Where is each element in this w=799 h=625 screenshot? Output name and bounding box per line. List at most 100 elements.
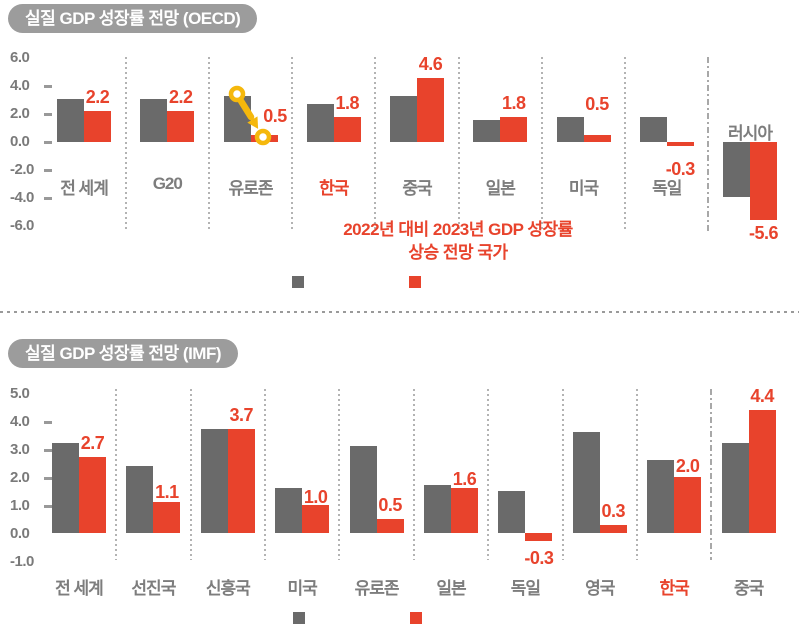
category-label: 독일 [652, 179, 682, 198]
imf-title-badge: 실질 GDP 성장률 전망 (IMF) [8, 339, 238, 368]
value-label: 1.8 [335, 92, 360, 113]
y-tick-label: 1.0 [10, 497, 30, 514]
category-label: 선진국 [131, 579, 176, 598]
column-divider [374, 57, 377, 231]
column-divider [412, 389, 415, 560]
red-bar [167, 111, 195, 142]
y-tick-label: 0.0 [10, 133, 30, 150]
column-divider [264, 389, 266, 560]
gray-bar [473, 119, 501, 142]
y-tick-label: -6.0 [10, 217, 34, 234]
column-divider [540, 57, 543, 231]
value-label: -0.3 [524, 548, 554, 569]
y-tick-dash [44, 85, 52, 88]
column-divider [291, 57, 294, 231]
column-divider [338, 389, 341, 560]
y-tick-dash [44, 421, 52, 424]
value-label: 2.0 [675, 456, 700, 476]
value-label: 0.5 [378, 495, 402, 515]
column-divider [115, 389, 118, 560]
value-label: 0.5 [263, 106, 287, 126]
value-label: 2.2 [169, 87, 193, 108]
column-divider [636, 389, 638, 560]
red-bar [599, 524, 627, 533]
category-label: 일본 [436, 579, 466, 598]
value-label: 3.7 [229, 405, 254, 426]
red-bar [153, 502, 181, 533]
y-tick-label: 4.0 [10, 77, 30, 94]
column-divider [457, 57, 460, 231]
value-label: -5.6 [749, 223, 779, 244]
column-divider [561, 389, 564, 560]
category-label: G20 [152, 174, 183, 193]
category-label: 한국 [659, 579, 690, 598]
y-tick-label: 2.0 [10, 105, 30, 122]
gray-bar [140, 98, 168, 142]
column-divider [624, 57, 627, 231]
gray-bar [647, 460, 675, 533]
red-bar [748, 409, 776, 533]
gray-bar [556, 116, 584, 142]
value-label: 0.5 [585, 94, 609, 114]
value-label: -0.3 [665, 159, 696, 180]
section-separator [0, 311, 799, 313]
category-label: 영국 [585, 579, 615, 598]
gray-bar [126, 465, 154, 533]
red-bar [302, 505, 330, 533]
category-label: 신흥국 [205, 579, 251, 598]
annotation-line: 2022년 대비 2023년 GDP 성장률 [343, 220, 573, 239]
gray-bar [723, 142, 751, 197]
red-bar [227, 429, 255, 533]
category-label: 전 세계 [60, 179, 109, 198]
column-divider [487, 389, 490, 560]
gray-bar [390, 95, 418, 142]
y-tick-dash [44, 113, 52, 116]
category-label: 한국 [319, 179, 349, 198]
category-label: 미국 [287, 579, 318, 598]
gray-bar [349, 446, 377, 533]
column-divider [707, 57, 710, 231]
y-tick-label: -2.0 [10, 161, 34, 178]
red-bar [376, 519, 404, 533]
y-tick-dash [44, 477, 52, 480]
legend-swatch-red [409, 276, 421, 288]
red-bar [84, 111, 112, 142]
column-divider [207, 57, 210, 231]
y-tick-label: -4.0 [10, 189, 34, 206]
y-tick-label: 5.0 [10, 385, 30, 402]
y-tick-label: 2.0 [10, 469, 30, 486]
gray-bar [424, 485, 451, 533]
column-divider [710, 389, 713, 560]
y-tick-dash [44, 505, 52, 508]
red-bar [674, 477, 702, 533]
column-divider [124, 57, 127, 231]
red-bar [525, 533, 553, 542]
y-tick-label: 6.0 [10, 49, 30, 66]
decline-arrow-icon [228, 85, 272, 146]
category-label: 중국 [733, 579, 764, 598]
red-bar [750, 142, 778, 221]
value-label: 1.8 [502, 92, 526, 113]
gray-bar [498, 491, 526, 533]
gray-bar [572, 432, 600, 533]
value-label: 1.0 [303, 487, 328, 507]
category-label: 독일 [510, 579, 541, 598]
oecd-title-badge: 실질 GDP 성장률 전망 (OECD) [8, 4, 258, 33]
red-bar [417, 77, 445, 142]
red-bar [500, 116, 528, 142]
gray-bar [275, 488, 303, 533]
gray-bar [52, 443, 79, 533]
red-bar [666, 142, 694, 147]
annotation-line: 상승 전망 국가 [408, 243, 508, 262]
y-tick-dash [44, 169, 52, 172]
value-label: 4.4 [750, 385, 774, 406]
y-tick-label: 3.0 [10, 441, 30, 458]
category-label: 전 세계 [55, 579, 104, 598]
y-tick-label: 0.0 [10, 525, 30, 542]
category-label: 러시아 [728, 124, 773, 143]
y-tick-dash [44, 449, 52, 452]
value-label: 4.6 [418, 53, 443, 74]
column-divider [189, 389, 192, 560]
gray-bar [200, 429, 228, 533]
